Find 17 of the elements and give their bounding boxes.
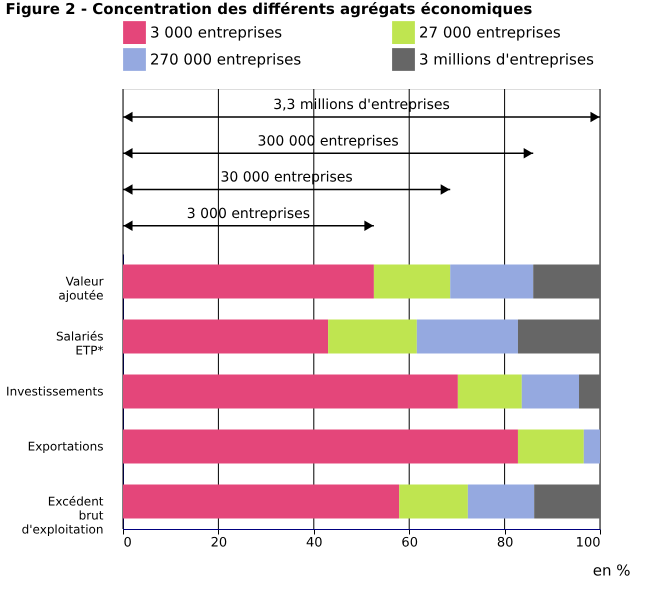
- x-tick-label: 80: [496, 536, 514, 550]
- y-tick-label: Excédent brut d'exploitation: [22, 494, 104, 536]
- legend-label: 270 000 entreprises: [150, 50, 302, 68]
- x-tick-label: 60: [401, 536, 418, 550]
- y-tick-label: Investissements: [6, 384, 104, 398]
- x-axis-title: en %: [592, 562, 630, 580]
- legend-label: 3 millions d'entreprises: [419, 50, 594, 68]
- legend-label: 27 000 entreprises: [419, 24, 561, 42]
- y-tick-label: Salariés ETP*: [56, 330, 104, 358]
- x-tick-label: 40: [306, 536, 323, 550]
- y-tick-label: Exportations: [28, 440, 104, 454]
- chart-title: Figure 2 - Concentration des différents agrégats économiques: [6, 0, 532, 18]
- x-tick-label: 20: [210, 536, 228, 550]
- x-tick-label: 100: [576, 536, 600, 550]
- y-tick-label: Valeur ajoutée: [58, 274, 104, 302]
- x-tick-label: 0: [124, 536, 132, 550]
- legend-label: 3 000 entreprises: [150, 24, 282, 42]
